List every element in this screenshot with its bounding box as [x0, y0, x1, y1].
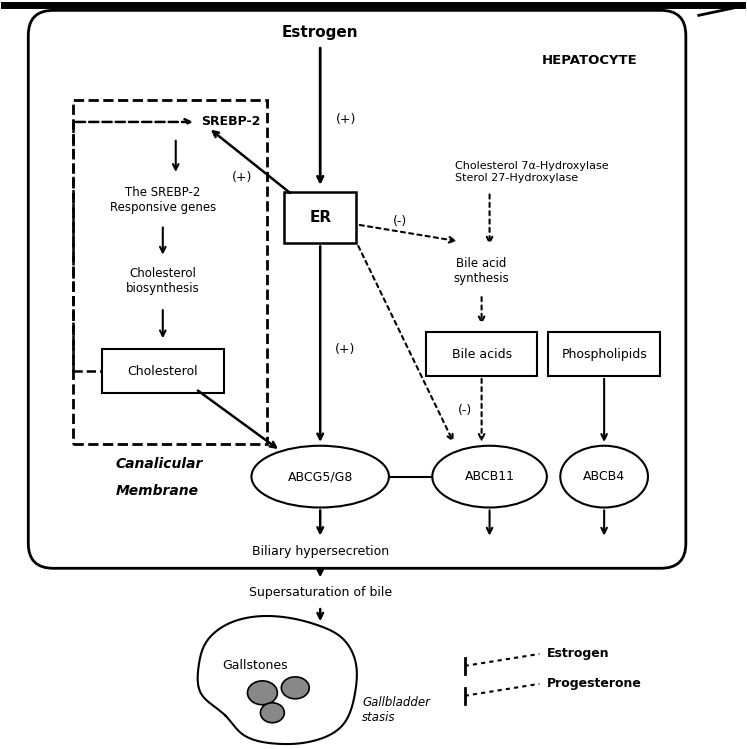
Text: Cholesterol 7α-Hydroxylase
Sterol 27-Hydroxylase: Cholesterol 7α-Hydroxylase Sterol 27-Hyd… — [455, 161, 608, 183]
FancyBboxPatch shape — [426, 332, 537, 376]
Text: ABCB11: ABCB11 — [465, 470, 515, 483]
Text: Gallstones: Gallstones — [223, 659, 288, 673]
Text: Bile acid
synthesis: Bile acid synthesis — [453, 258, 509, 285]
Ellipse shape — [247, 681, 277, 705]
Ellipse shape — [252, 446, 389, 508]
Text: ER: ER — [309, 210, 331, 225]
Text: ABCG5/G8: ABCG5/G8 — [288, 470, 353, 483]
Ellipse shape — [433, 446, 547, 508]
Text: (+): (+) — [232, 172, 252, 184]
Text: (+): (+) — [336, 113, 356, 127]
Text: The SREBP-2
Responsive genes: The SREBP-2 Responsive genes — [110, 186, 216, 213]
Text: Supersaturation of bile: Supersaturation of bile — [249, 586, 391, 598]
Text: Biliary hypersecretion: Biliary hypersecretion — [252, 545, 388, 558]
Text: Estrogen: Estrogen — [282, 25, 359, 40]
Text: (-): (-) — [393, 215, 407, 228]
Text: Cholesterol
biosynthesis: Cholesterol biosynthesis — [126, 267, 199, 295]
Text: Progesterone: Progesterone — [548, 677, 642, 691]
FancyBboxPatch shape — [548, 332, 660, 376]
Text: Bile acids: Bile acids — [451, 348, 512, 360]
Ellipse shape — [560, 446, 648, 508]
Text: SREBP-2: SREBP-2 — [201, 115, 260, 128]
Ellipse shape — [261, 703, 285, 723]
Text: Gallbladder
stasis: Gallbladder stasis — [362, 696, 430, 724]
Text: Canalicular: Canalicular — [116, 457, 203, 470]
FancyBboxPatch shape — [285, 192, 356, 243]
Text: ABCB4: ABCB4 — [583, 470, 625, 483]
Text: Cholesterol: Cholesterol — [128, 365, 198, 377]
Polygon shape — [198, 616, 357, 744]
FancyBboxPatch shape — [102, 349, 223, 393]
Text: (+): (+) — [335, 342, 356, 356]
Text: HEPATOCYTE: HEPATOCYTE — [542, 54, 637, 67]
FancyBboxPatch shape — [28, 10, 686, 568]
Text: Phospholipids: Phospholipids — [561, 348, 647, 360]
Text: (-): (-) — [457, 404, 472, 417]
Text: Membrane: Membrane — [116, 484, 199, 497]
Ellipse shape — [282, 677, 309, 699]
Text: Estrogen: Estrogen — [548, 647, 610, 661]
